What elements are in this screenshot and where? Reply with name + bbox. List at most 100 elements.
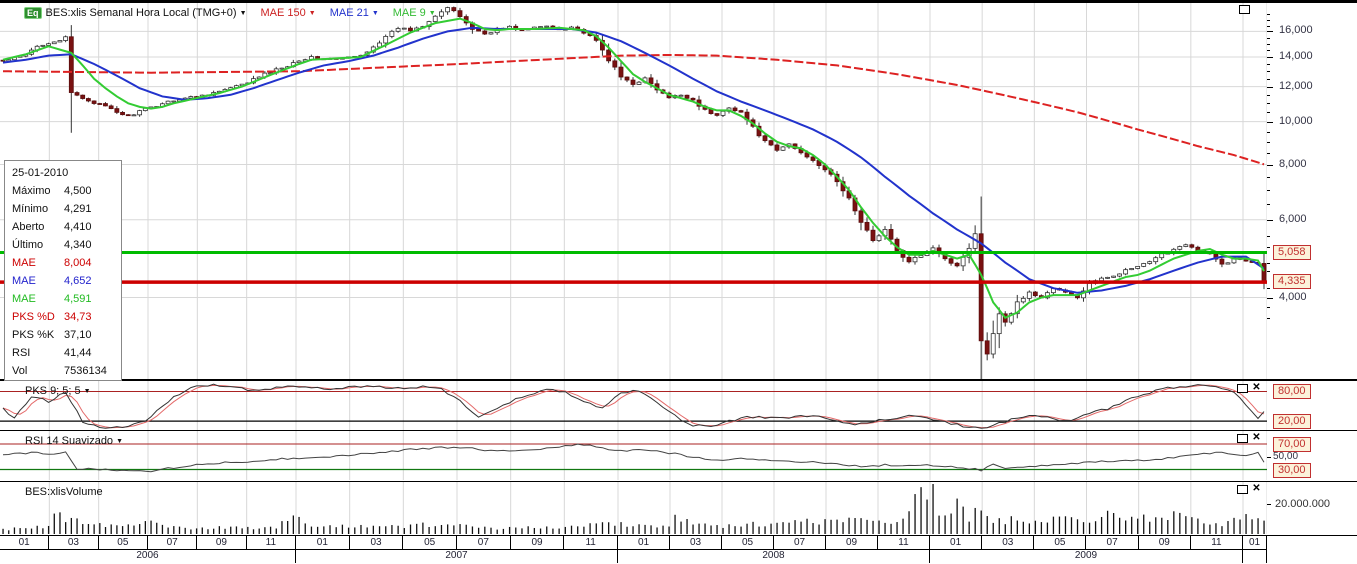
volume-bar	[2, 528, 4, 534]
volume-tick	[1267, 504, 1271, 505]
pks-indicator-label[interactable]: PKS 9; 5; 5 ▼	[25, 384, 91, 397]
indicator-chip-mae-21[interactable]: MAE 21 ▼	[330, 7, 379, 19]
candle-body	[171, 100, 177, 103]
volume-bar	[680, 521, 682, 534]
volume-bar	[434, 526, 436, 534]
month-label-01: 01	[296, 536, 350, 549]
volume-bar	[521, 528, 523, 534]
volume-bar	[287, 520, 289, 534]
rsi-level-label: 30,00	[1273, 462, 1311, 478]
close-icon[interactable]: ✕	[1252, 432, 1261, 443]
minor-tick	[1267, 190, 1270, 192]
minor-tick	[1267, 317, 1270, 319]
price-chart-panel[interactable]: Eq BES:xlis Semanal Hora Local (TMG+0) ▼ …	[0, 3, 1267, 381]
volume-bar	[59, 512, 61, 534]
volume-bar	[347, 527, 350, 534]
volume-bar	[19, 528, 21, 534]
volume-bar	[589, 523, 591, 534]
candlestick-chart[interactable]	[0, 3, 1267, 379]
volume-bar	[8, 530, 10, 534]
volume-bar	[734, 526, 736, 534]
rsi-indicator-label[interactable]: RSI 14 Suavizado ▼	[25, 435, 123, 447]
pks-axis[interactable]: 80,00 20,00	[1267, 380, 1357, 430]
indicator-chip-mae-9[interactable]: MAE 9 ▼	[393, 7, 436, 19]
month-label-11: 11	[564, 536, 618, 549]
volume-bar	[1191, 517, 1193, 534]
candle-body	[51, 41, 57, 45]
close-icon[interactable]: ✕	[1252, 483, 1261, 494]
candle-body	[714, 113, 720, 116]
price-level-label: 5,058	[1273, 244, 1311, 260]
volume-bar	[36, 525, 38, 534]
rsi-panel[interactable]: RSI 14 Suavizado ▼ ✕	[0, 431, 1267, 481]
volume-bar	[938, 515, 940, 534]
month-label-09: 09	[1139, 536, 1191, 549]
maximize-button[interactable]	[1239, 5, 1250, 14]
candle-body	[774, 144, 780, 151]
candle-body	[678, 94, 684, 97]
minor-tick	[1267, 14, 1270, 16]
volume-axis[interactable]: 20.000.000	[1267, 482, 1357, 535]
top-border	[0, 0, 1357, 3]
close-icon[interactable]: ✕	[1252, 381, 1261, 393]
time-axis[interactable]: 01 03 05 07 09 11 01 03 05 07 09 11 01 03 05 07 09 11 01 03…	[0, 536, 1357, 564]
volume-bar	[1016, 520, 1018, 534]
volume-panel[interactable]: BES:xlisVolume ✕	[0, 482, 1267, 535]
panel-separator	[0, 480, 1357, 482]
tooltip-row-value: 4,410	[64, 221, 92, 233]
candle-body	[108, 105, 114, 110]
tooltip-row-value: 4,340	[64, 239, 92, 251]
volume-bar	[1215, 523, 1217, 534]
volume-bar	[378, 526, 381, 534]
symbol-title[interactable]: BES:xlis Semanal Hora Local (TMG+0) ▼	[46, 7, 247, 19]
candle-body	[80, 94, 86, 99]
volume-bar	[173, 526, 175, 534]
price-tick-label: 12,000	[1279, 79, 1313, 92]
volume-bar	[1040, 522, 1043, 534]
volume-bar	[962, 506, 964, 534]
tooltip-row-label: Máximo	[12, 185, 51, 197]
maximize-button[interactable]	[1237, 383, 1248, 393]
rsi-level-label: 70,00	[1273, 437, 1311, 452]
tooltip-row-value: 7536134	[64, 365, 107, 377]
volume-bar	[269, 526, 272, 534]
stochastic-panel[interactable]: PKS 9; 5; 5 ▼ ✕	[0, 380, 1267, 430]
maximize-button[interactable]	[1237, 434, 1248, 443]
volume-bar	[1022, 521, 1024, 534]
volume-chart[interactable]	[0, 482, 1267, 534]
volume-bar	[1046, 522, 1049, 534]
tooltip-row: Vol 7536134	[12, 362, 121, 380]
tooltip-row: PKS %D 34,73	[12, 308, 121, 326]
volume-bar	[614, 525, 616, 534]
major-tick	[1267, 219, 1273, 221]
volume-bar	[1257, 518, 1259, 534]
minor-tick	[1267, 103, 1270, 105]
volume-bar	[950, 513, 952, 534]
candle-body	[0, 59, 6, 62]
month-label-03: 03	[49, 536, 99, 549]
volume-bar	[403, 528, 405, 534]
volume-bar	[144, 521, 147, 534]
rsi-axis[interactable]: 70,00 50,00 30,00	[1267, 431, 1357, 481]
tooltip-row-value: 8,004	[64, 257, 92, 269]
volume-bar	[207, 529, 209, 534]
volume-bar	[252, 529, 255, 534]
stochastic-chart[interactable]	[0, 380, 1267, 430]
maximize-button[interactable]	[1237, 485, 1248, 494]
candle-body	[1129, 268, 1135, 271]
rsi-chart[interactable]	[0, 431, 1267, 480]
candle-body	[389, 30, 395, 37]
month-label-03: 03	[670, 536, 722, 549]
candle-body	[1014, 301, 1020, 315]
volume-bar	[806, 518, 808, 534]
price-axis[interactable]: 16,000 14,000 12,000 10,000 8,000 6,000 4,000 5…	[1267, 3, 1357, 379]
candle-body	[768, 140, 774, 146]
volume-bar	[235, 526, 238, 534]
indicator-chip-mae-150[interactable]: MAE 150 ▼	[261, 7, 316, 19]
candle-body	[395, 28, 401, 32]
indicator-chip-label: MAE 21	[329, 6, 369, 19]
tooltip-row-label: Aberto	[12, 221, 45, 233]
candle-body	[57, 40, 63, 43]
volume-bar	[515, 527, 517, 534]
tooltip-row-value: 4,591	[64, 293, 92, 305]
